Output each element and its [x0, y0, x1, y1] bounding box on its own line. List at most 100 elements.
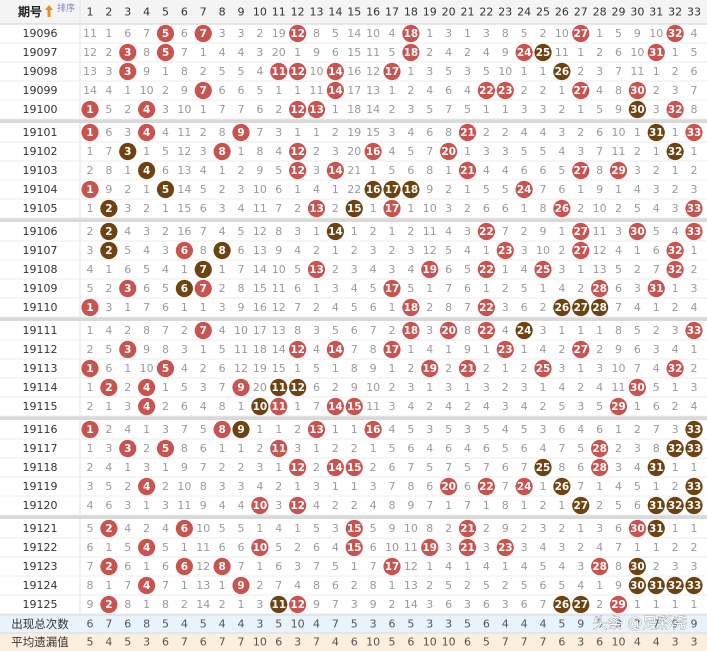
omission: 10: [140, 84, 154, 97]
ball-number: 14: [328, 85, 343, 97]
omission: 6: [105, 126, 112, 139]
omission: 15: [347, 46, 361, 59]
omission: 7: [238, 103, 245, 116]
ball-number: 32: [668, 264, 683, 276]
omission: 7: [238, 263, 245, 276]
ball-number: 8: [218, 146, 225, 158]
sort-arrow[interactable]: [45, 5, 53, 17]
ball-number: 4: [143, 542, 150, 554]
omission: 9: [540, 225, 547, 238]
ball-number: 10: [253, 500, 268, 512]
omission: 1: [407, 202, 414, 215]
omission: 6: [181, 27, 188, 40]
omission: 3: [502, 400, 509, 413]
ball-number: 33: [687, 481, 702, 493]
issue-number: 19104: [23, 183, 58, 196]
issue-number: 19116: [23, 423, 58, 436]
omission: 4: [653, 362, 660, 375]
omission: 6: [332, 46, 339, 59]
sort-link[interactable]: 排序: [57, 2, 75, 14]
column-number: 13: [310, 6, 324, 19]
omission: 10: [649, 27, 663, 40]
issue-number: 19105: [23, 202, 58, 215]
omission: 1: [332, 183, 339, 196]
omission: 4: [672, 225, 679, 238]
omission: 1: [370, 202, 377, 215]
omission: 4: [483, 400, 490, 413]
omission: 4: [596, 381, 603, 394]
omission: 3: [615, 225, 622, 238]
omission: 8: [445, 126, 452, 139]
omission: 10: [177, 103, 191, 116]
footer-value: 6: [464, 636, 471, 649]
omission: 6: [407, 442, 414, 455]
ball: [307, 260, 326, 279]
ball: [138, 100, 156, 119]
ball-number: 21: [460, 165, 475, 177]
omission: 1: [521, 343, 528, 356]
omission: 1: [691, 598, 698, 611]
column-number: 7: [200, 6, 207, 19]
omission: 8: [407, 480, 414, 493]
omission: 7: [219, 103, 226, 116]
omission: 8: [464, 324, 471, 337]
ball: [685, 123, 703, 142]
issue-number: 19113: [23, 362, 58, 375]
omission: 3: [238, 480, 245, 493]
omission: 4: [464, 84, 471, 97]
omission: 3: [672, 560, 679, 573]
omission: 3: [294, 560, 301, 573]
omission: 3: [596, 362, 603, 375]
ball-number: 26: [555, 203, 570, 215]
footer-value: 7: [521, 636, 528, 649]
omission: 6: [162, 301, 169, 314]
omission: 10: [593, 202, 607, 215]
omission: 3: [162, 103, 169, 116]
omission: 7: [143, 27, 150, 40]
omission: 9: [615, 343, 622, 356]
ball: [213, 557, 231, 576]
omission: 6: [370, 301, 377, 314]
ball-number: 15: [347, 542, 362, 554]
omission: 7: [653, 263, 660, 276]
ball: [458, 359, 477, 378]
omission: 14: [272, 343, 286, 356]
omission: 6: [426, 480, 433, 493]
ball: [81, 359, 99, 378]
omission: 6: [445, 442, 452, 455]
omission: 1: [162, 381, 169, 394]
ball-number: 10: [253, 542, 268, 554]
ball: [628, 100, 646, 119]
ball: [402, 43, 420, 62]
omission: 2: [521, 84, 528, 97]
issue-header[interactable]: 期号: [18, 4, 42, 19]
omission: 3: [691, 282, 698, 295]
omission: 1: [238, 145, 245, 158]
omission: 6: [162, 560, 169, 573]
omission: 5: [389, 442, 396, 455]
omission: 4: [219, 499, 226, 512]
omission: 1: [634, 244, 641, 257]
footer-value: 10: [612, 636, 626, 649]
omission: 2: [426, 301, 433, 314]
omission: 5: [105, 480, 112, 493]
omission: 11: [612, 145, 626, 158]
ball: [307, 199, 326, 218]
omission: 5: [219, 65, 226, 78]
footer-value: 10: [253, 636, 267, 649]
omission: 17: [253, 324, 267, 337]
omission: 2: [256, 579, 263, 592]
omission: 10: [404, 522, 418, 535]
omission: 7: [162, 579, 169, 592]
omission: 1: [691, 343, 698, 356]
omission: 4: [558, 560, 565, 573]
issue-number: 19120: [23, 499, 58, 512]
ball-number: 5: [162, 28, 169, 40]
omission: 14: [404, 598, 418, 611]
omission: 1: [162, 461, 169, 474]
omission: 8: [653, 442, 660, 455]
ball: [364, 142, 382, 161]
omission: 15: [272, 362, 286, 375]
ball: [307, 420, 326, 439]
omission: 1: [181, 541, 188, 554]
